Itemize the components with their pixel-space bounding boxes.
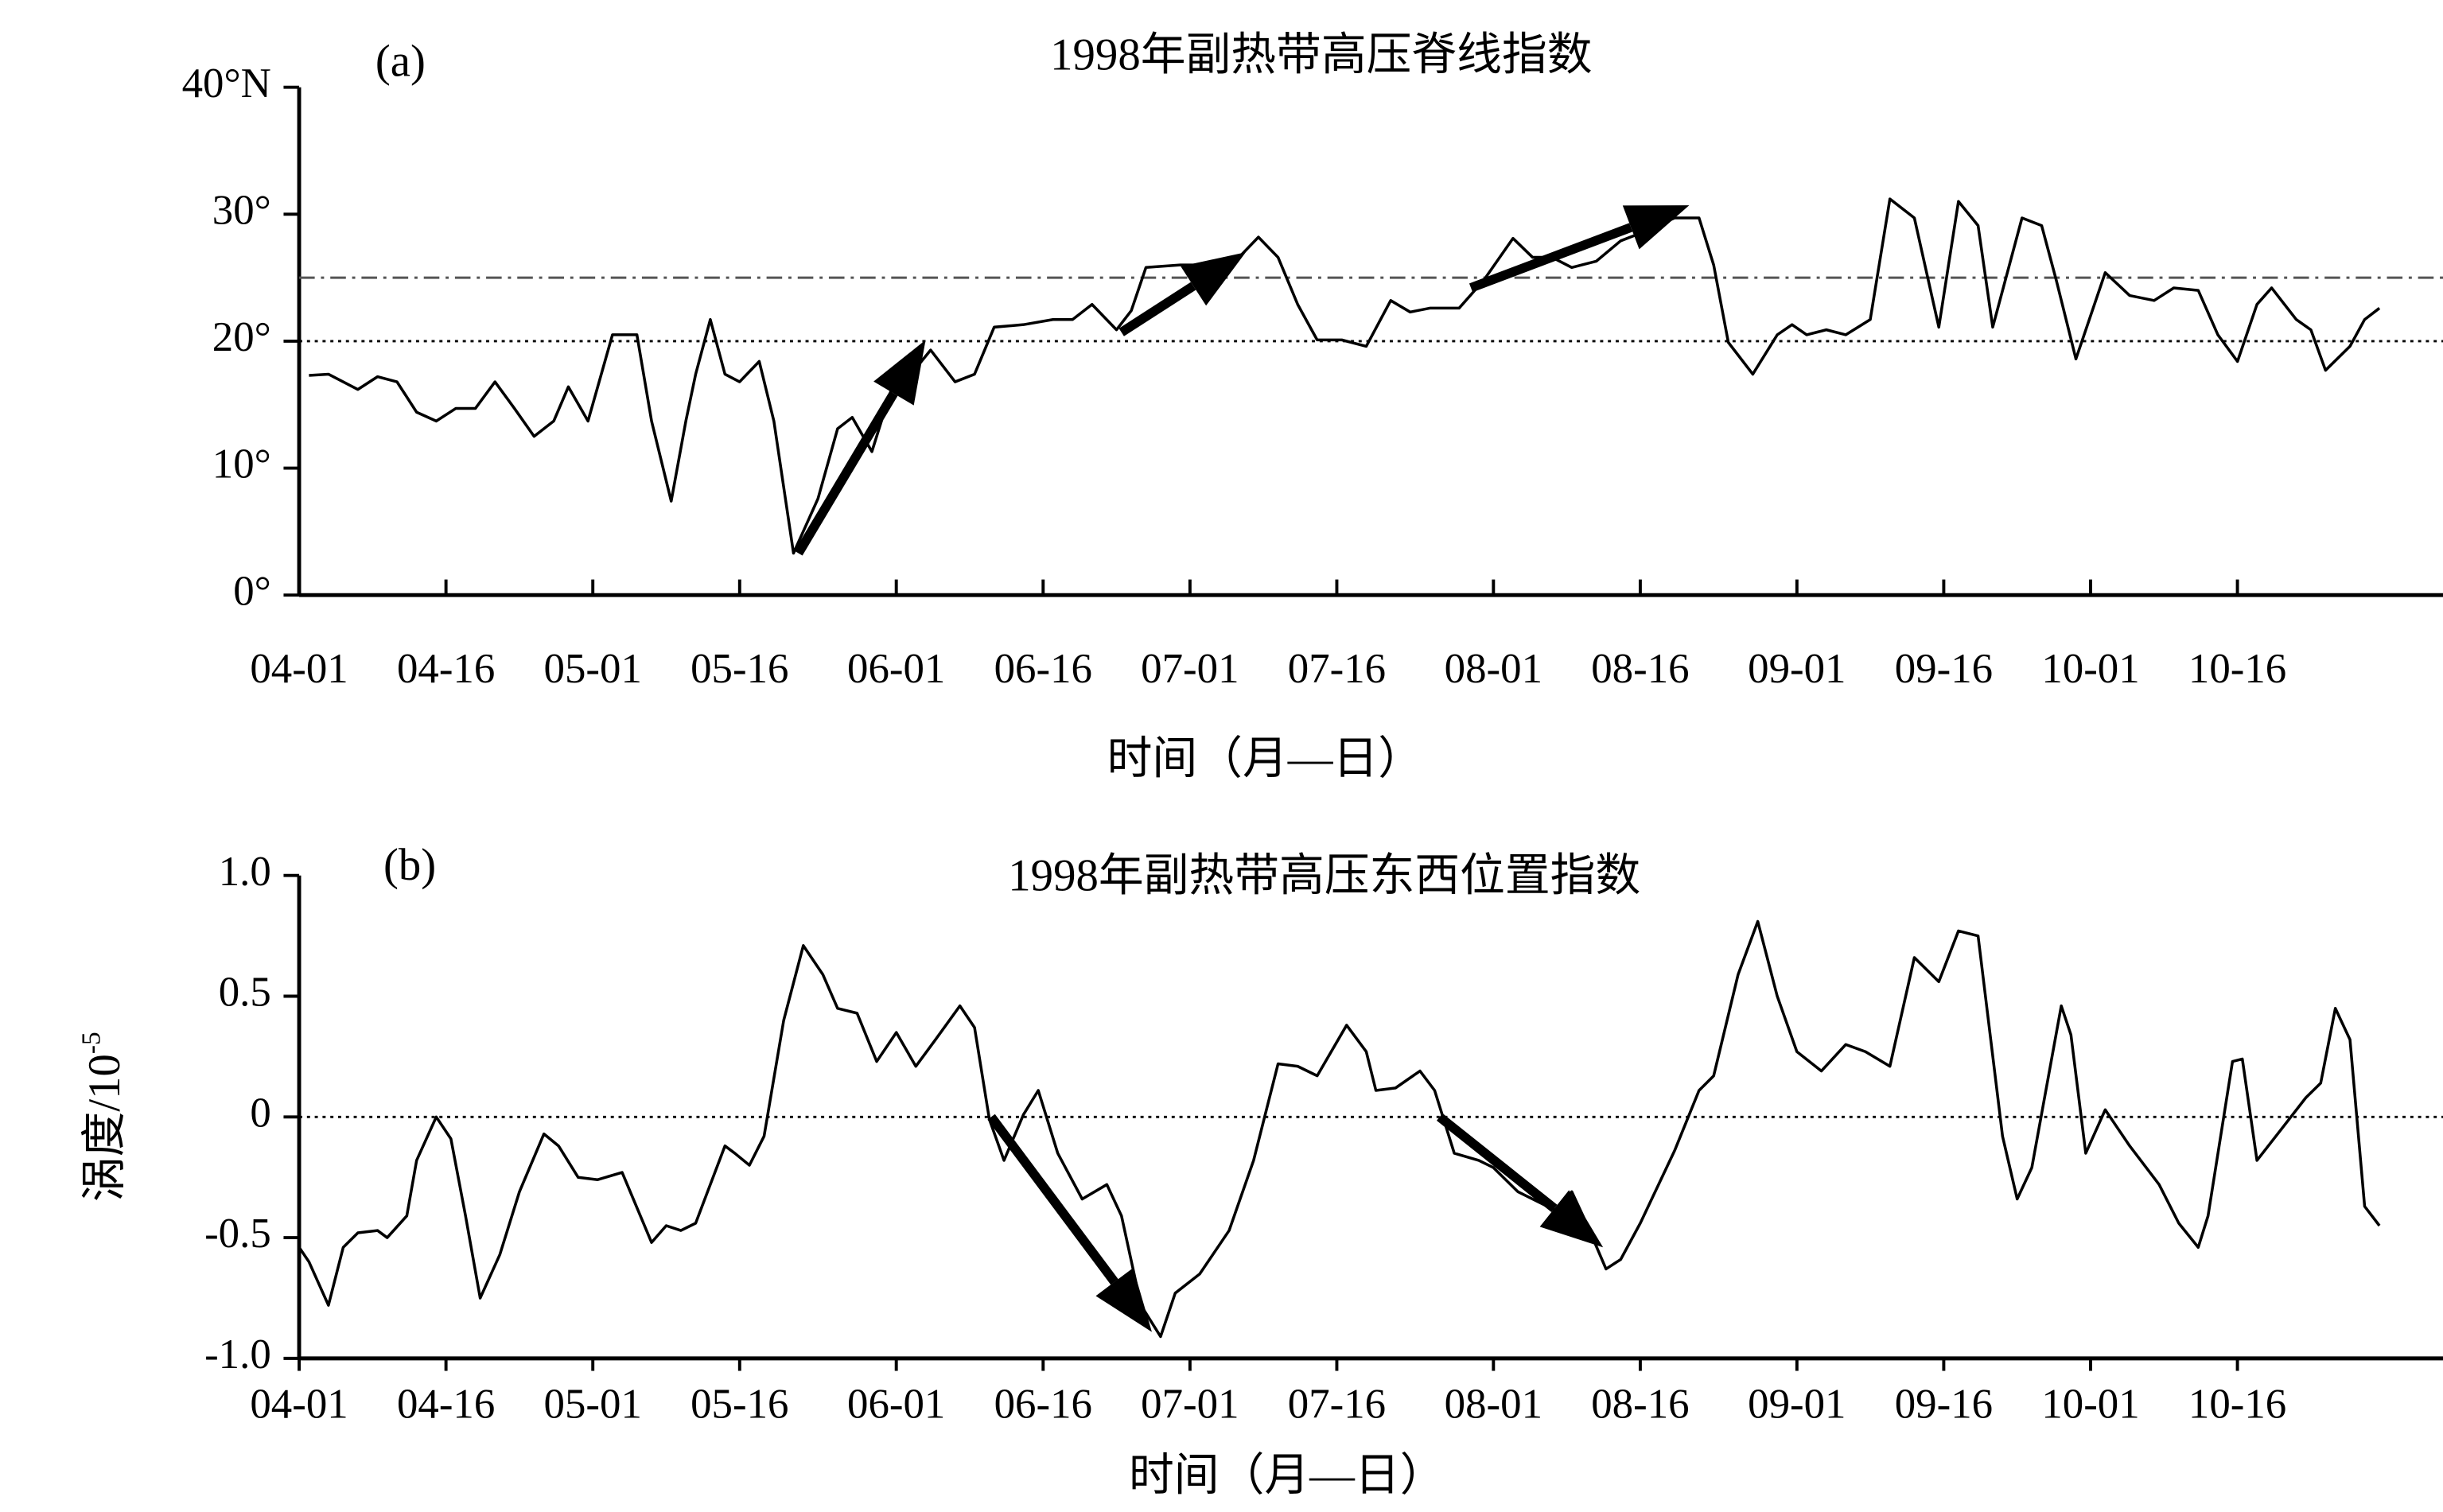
arrow-shaft [987,1114,1118,1285]
x-tick-label: 09-01 [1748,1382,1846,1428]
x-tick-label: 06-16 [994,646,1092,692]
data-line [298,919,2381,1339]
arrow-head [1181,252,1247,306]
arrow-shaft [1118,282,1196,336]
x-tick-label: 08-01 [1445,646,1542,692]
x-tick-label: 04-01 [250,1382,348,1428]
x-tick-label: 04-01 [250,646,348,692]
y-tick-label: 0.5 [219,970,271,1016]
y-tick-label: 0 [250,1090,270,1136]
y-axis-label-exponent: -5 [76,1032,106,1054]
x-tick-label: 08-16 [1591,646,1689,692]
x-tick-label: 06-16 [994,1382,1092,1428]
x-tick-label: 07-16 [1288,1382,1386,1428]
arrow-shaft [1436,1113,1558,1212]
arrow-head [1095,1268,1152,1332]
chart-title: 1998年副热带高压东西位置指数 [1008,851,1640,901]
x-tick-label: 06-01 [847,646,945,692]
chart-title: 1998年副热带高压脊线指数 [1050,29,1592,80]
y-tick-label: -0.5 [204,1211,271,1257]
x-tick-label: 07-01 [1141,646,1239,692]
x-axis-label: 时间（月—日） [1107,734,1423,784]
y-axis-label-group: 涡度/10-5 [76,1032,130,1202]
arrow-shaft [794,391,898,556]
x-tick-label: 04-16 [397,646,495,692]
x-tick-label: 08-16 [1591,1382,1689,1428]
y-axis-label-base: 涡度/10 [80,1054,130,1202]
y-tick-label: 40°N [182,60,271,107]
x-tick-label: 10-16 [2188,1382,2286,1428]
x-tick-label: 10-01 [2041,1382,2139,1428]
x-tick-label: 10-01 [2041,646,2139,692]
x-tick-label: 09-16 [1895,646,1993,692]
x-tick-label: 10-16 [2188,646,2286,692]
arrow-shaft [1469,223,1633,293]
x-tick-label: 09-16 [1895,1382,1993,1428]
y-tick-label: 20° [212,314,271,360]
arrow-head [873,340,926,406]
x-tick-label: 07-16 [1288,646,1386,692]
x-axis-label: 时间（月—日） [1129,1451,1445,1501]
y-tick-label: 0° [233,568,271,614]
x-tick-label: 06-01 [847,1382,945,1428]
y-tick-label: -1.0 [204,1331,271,1378]
x-tick-label: 07-01 [1141,1382,1239,1428]
x-tick-label: 05-16 [690,646,788,692]
x-tick-label: 05-01 [544,646,642,692]
x-tick-label: 05-16 [690,1382,788,1428]
arrow-head [1539,1190,1604,1248]
x-tick-label: 08-01 [1445,1382,1542,1428]
panel-label: (b) [383,840,436,890]
arrow-head [1622,205,1690,250]
x-tick-label: 05-01 [544,1382,642,1428]
x-tick-label: 04-16 [397,1382,495,1428]
panel-label: (a) [375,36,426,86]
x-tick-label: 09-01 [1748,646,1846,692]
y-tick-label: 10° [212,441,271,488]
y-axis-label: 涡度/10-5 [76,1032,130,1202]
data-line [309,197,2381,555]
y-tick-label: 1.0 [219,849,271,895]
y-tick-label: 30° [212,187,271,233]
